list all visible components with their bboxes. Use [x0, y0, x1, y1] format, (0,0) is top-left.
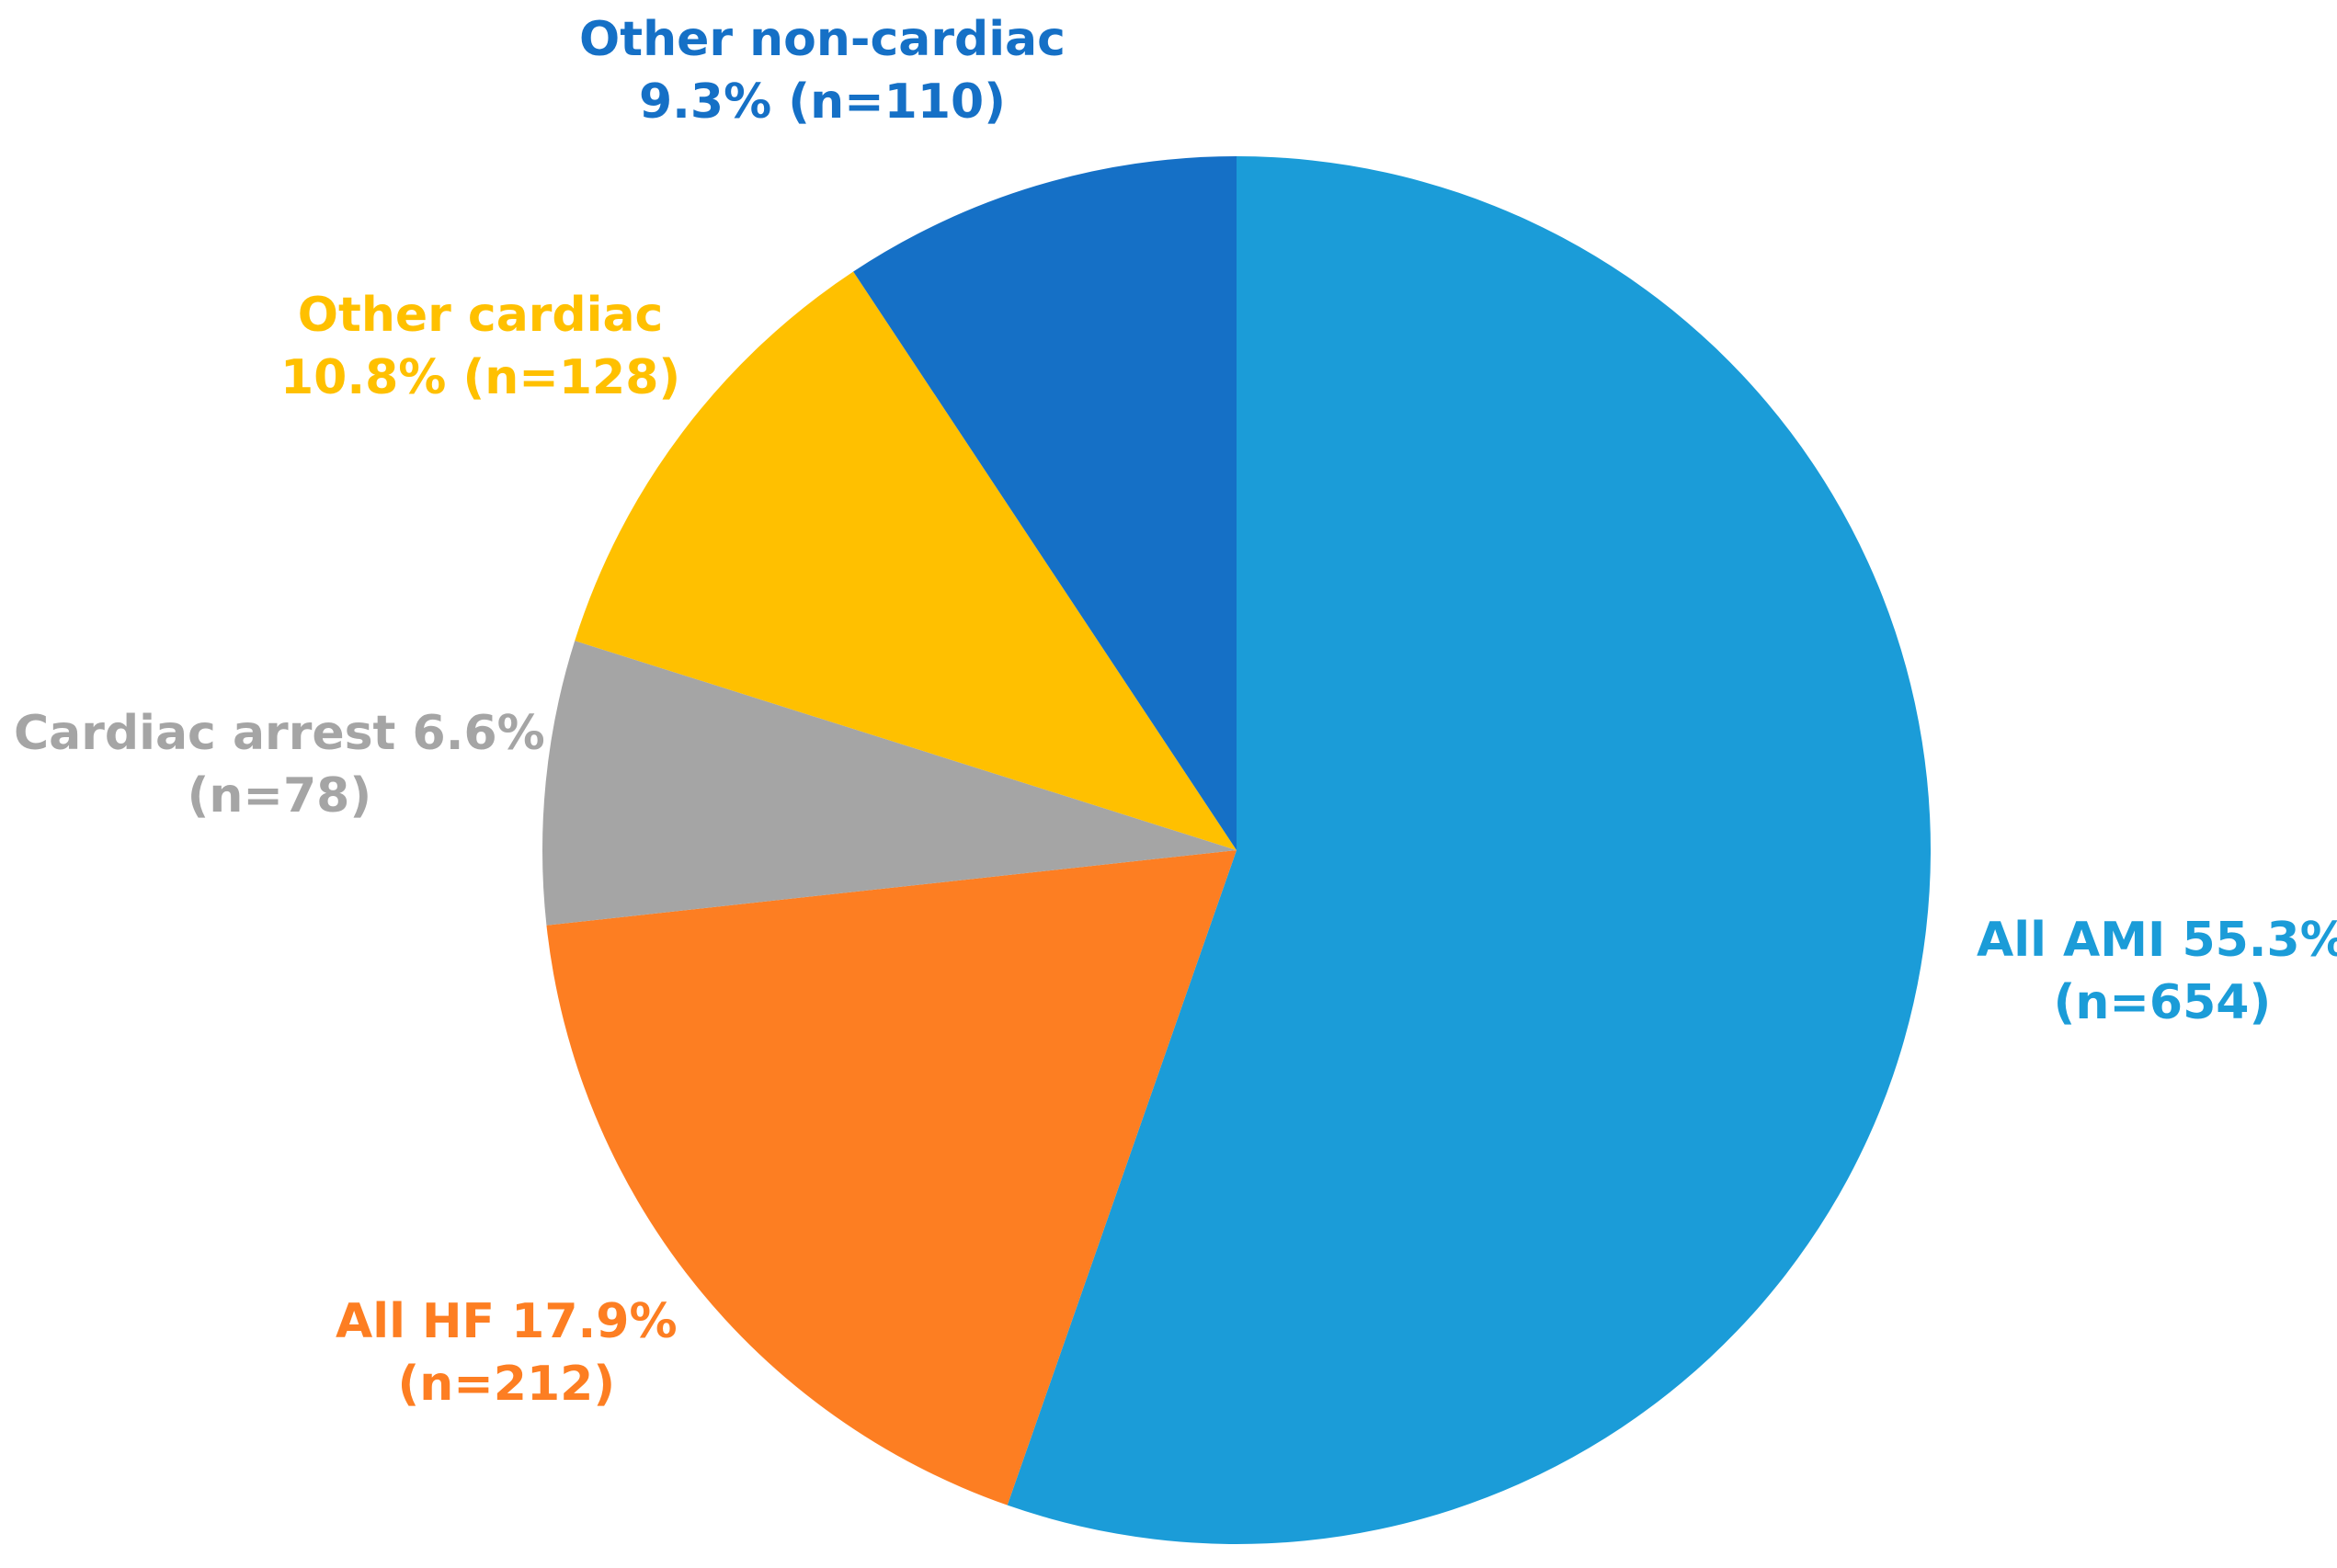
slice-label-all-ami-line2: (n=654): [2053, 974, 2272, 1030]
slice-label-all-hf-line2: (n=212): [397, 1356, 616, 1412]
pie-slice-other-non-cardiac: [853, 156, 1237, 850]
pie-slice-other-cardiac: [575, 271, 1237, 850]
slice-label-all-ami-line1: All AMI 55.3%: [1977, 913, 2337, 968]
slice-label-all-hf: All HF 17.9% (n=212): [336, 1291, 678, 1415]
slice-label-other-non-cardiac-line1: Other non-cardiac: [579, 12, 1066, 67]
slice-label-all-hf-line1: All HF 17.9%: [336, 1294, 678, 1349]
slice-label-other-non-cardiac: Other non-cardiac 9.3% (n=110): [579, 9, 1066, 133]
pie-slices: [542, 156, 1932, 1544]
pie-slice-all-hf: [546, 850, 1237, 1506]
pie-slice-all-ami: [1007, 156, 1932, 1544]
slice-label-other-non-cardiac-line2: 9.3% (n=110): [638, 74, 1006, 130]
slice-label-other-cardiac-line2: 10.8% (n=128): [280, 349, 681, 405]
slice-label-cardiac-arrest-line2: (n=78): [187, 767, 372, 824]
slice-label-other-cardiac: Other cardiac 10.8% (n=128): [280, 285, 680, 409]
slice-label-other-cardiac-line1: Other cardiac: [297, 288, 664, 343]
pie-slice-cardiac-arrest: [542, 641, 1237, 926]
slice-label-all-ami: All AMI 55.3% (n=654): [1977, 910, 2337, 1034]
slice-label-cardiac-arrest: Cardiac arrest 6.6% (n=78): [14, 703, 545, 827]
slice-label-cardiac-arrest-line1: Cardiac arrest 6.6%: [14, 706, 545, 761]
